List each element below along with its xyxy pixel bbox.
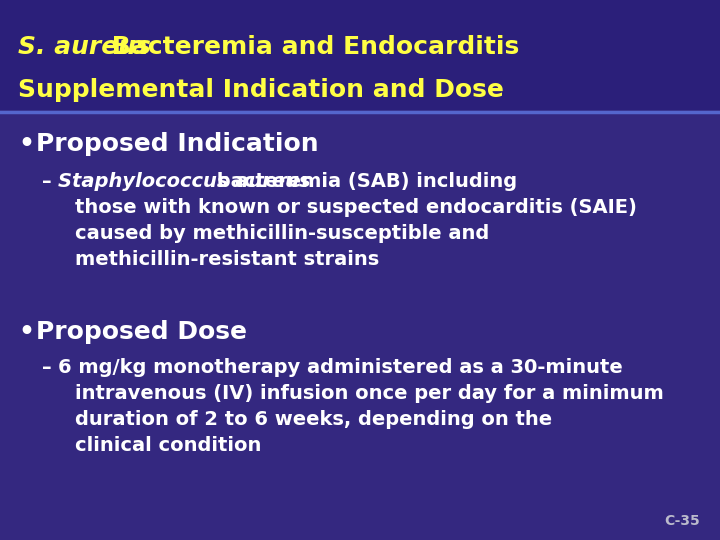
Text: •: • bbox=[18, 320, 34, 344]
Text: –: – bbox=[42, 358, 58, 377]
Text: Proposed Indication: Proposed Indication bbox=[36, 132, 319, 156]
Text: bacteremia (SAB) including: bacteremia (SAB) including bbox=[210, 172, 517, 191]
Text: caused by methicillin-susceptible and: caused by methicillin-susceptible and bbox=[75, 224, 490, 243]
Bar bbox=[0, 110, 720, 540]
Bar bbox=[0, 0, 720, 110]
Text: duration of 2 to 6 weeks, depending on the: duration of 2 to 6 weeks, depending on t… bbox=[75, 410, 552, 429]
Text: those with known or suspected endocarditis (SAIE): those with known or suspected endocardit… bbox=[75, 198, 637, 217]
Text: –: – bbox=[42, 172, 58, 191]
Text: clinical condition: clinical condition bbox=[75, 436, 261, 455]
Text: S. aureus: S. aureus bbox=[18, 35, 151, 59]
Text: 6 mg/kg monotherapy administered as a 30-minute: 6 mg/kg monotherapy administered as a 30… bbox=[58, 358, 623, 377]
Text: methicillin-resistant strains: methicillin-resistant strains bbox=[75, 250, 379, 269]
Text: Supplemental Indication and Dose: Supplemental Indication and Dose bbox=[18, 78, 504, 102]
Text: intravenous (IV) infusion once per day for a minimum: intravenous (IV) infusion once per day f… bbox=[75, 384, 664, 403]
Text: •: • bbox=[18, 132, 34, 156]
Text: Staphylococcus aureus: Staphylococcus aureus bbox=[58, 172, 310, 191]
Text: Bacteremia and Endocarditis: Bacteremia and Endocarditis bbox=[103, 35, 519, 59]
Text: Proposed Dose: Proposed Dose bbox=[36, 320, 247, 344]
Text: C-35: C-35 bbox=[665, 514, 700, 528]
